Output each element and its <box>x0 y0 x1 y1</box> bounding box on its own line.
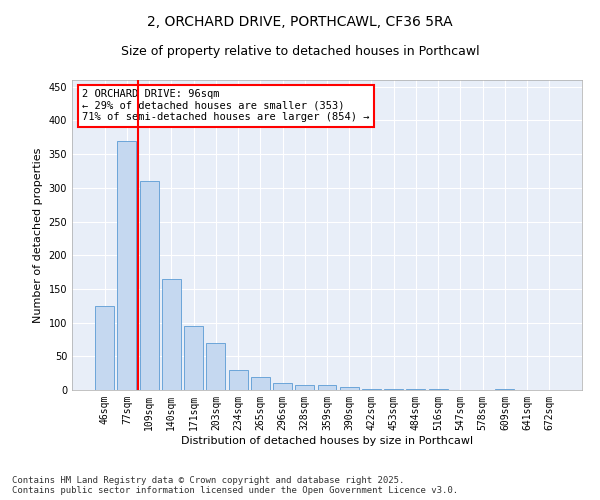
Bar <box>118 140 136 390</box>
Bar <box>140 181 158 390</box>
Bar <box>251 376 270 390</box>
Bar <box>295 386 314 390</box>
Bar <box>95 306 114 390</box>
Bar <box>206 343 225 390</box>
Bar <box>273 384 292 390</box>
Text: 2, ORCHARD DRIVE, PORTHCAWL, CF36 5RA: 2, ORCHARD DRIVE, PORTHCAWL, CF36 5RA <box>147 15 453 29</box>
X-axis label: Distribution of detached houses by size in Porthcawl: Distribution of detached houses by size … <box>181 436 473 446</box>
Bar <box>184 326 203 390</box>
Bar <box>362 388 381 390</box>
Text: 2 ORCHARD DRIVE: 96sqm
← 29% of detached houses are smaller (353)
71% of semi-de: 2 ORCHARD DRIVE: 96sqm ← 29% of detached… <box>82 90 370 122</box>
Text: Contains HM Land Registry data © Crown copyright and database right 2025.
Contai: Contains HM Land Registry data © Crown c… <box>12 476 458 495</box>
Bar <box>229 370 248 390</box>
Bar <box>317 384 337 390</box>
Bar <box>162 279 181 390</box>
Text: Size of property relative to detached houses in Porthcawl: Size of property relative to detached ho… <box>121 45 479 58</box>
Y-axis label: Number of detached properties: Number of detached properties <box>33 148 43 322</box>
Bar <box>340 386 359 390</box>
